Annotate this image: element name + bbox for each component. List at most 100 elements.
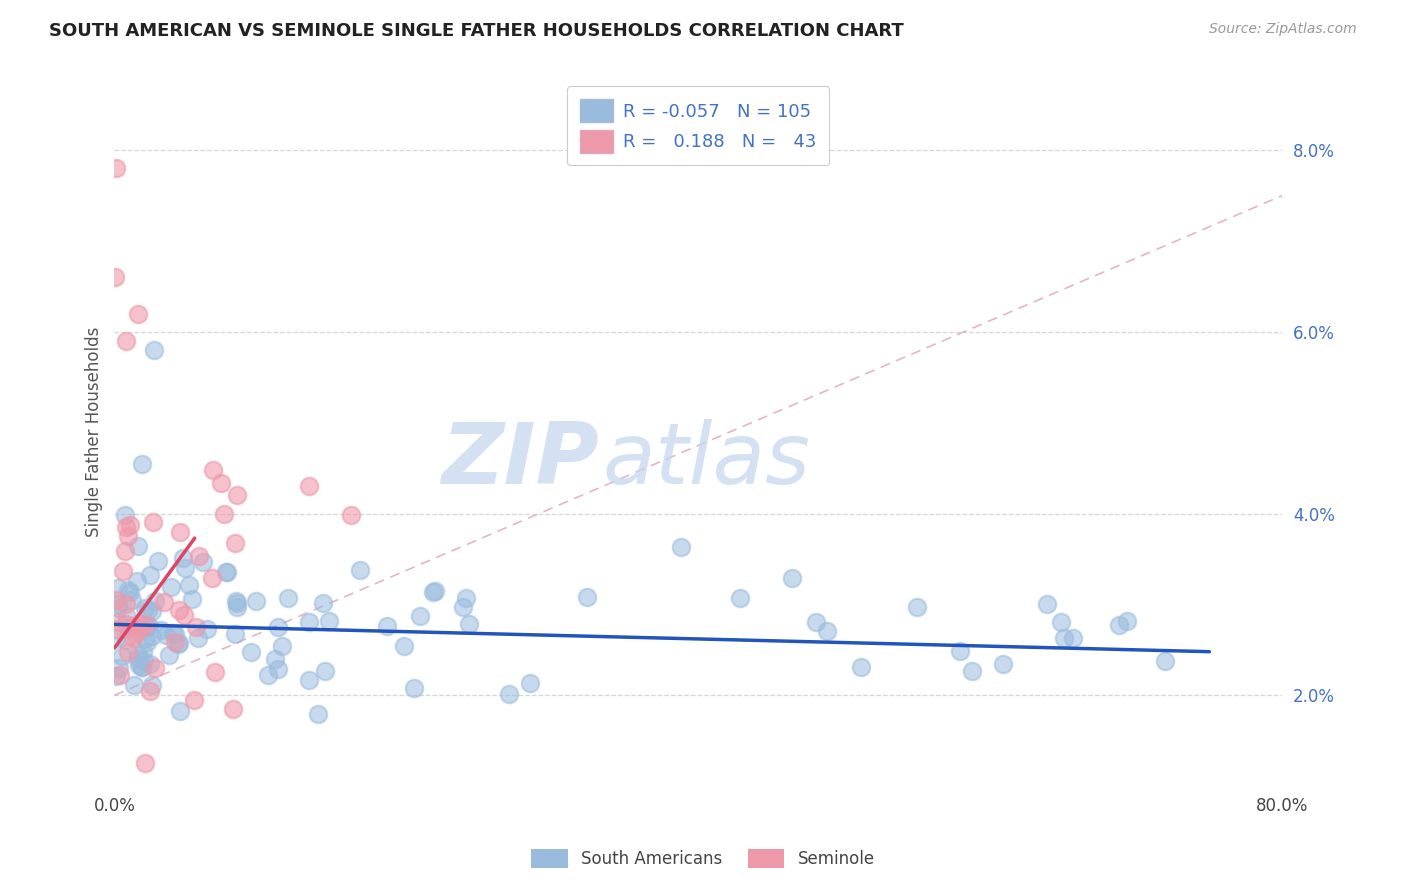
Point [169,705,191,719]
Point [153,595,176,609]
Point [849,660,872,674]
Point [162,626,184,640]
Point [104,669,127,683]
Point [105,622,128,636]
Point [115,633,138,648]
Point [132,645,155,659]
Point [131,659,153,673]
Point [111,648,134,663]
Point [107,581,129,595]
Point [905,599,928,614]
Point [135,635,157,649]
Point [498,687,520,701]
Point [209,475,232,490]
Point [215,566,238,580]
Legend: R = -0.057   N = 105, R =   0.188   N =   43: R = -0.057 N = 105, R = 0.188 N = 43 [568,87,830,165]
Point [224,627,246,641]
Point [217,566,239,580]
Point [256,668,278,682]
Point [139,657,162,672]
Point [271,639,294,653]
Point [191,555,214,569]
Point [458,617,481,632]
Point [127,307,149,321]
Point [167,603,190,617]
Point [143,594,166,608]
Point [142,515,165,529]
Point [453,599,475,614]
Point [105,161,128,176]
Point [166,637,188,651]
Point [165,627,187,641]
Point [226,488,249,502]
Point [139,683,162,698]
Point [139,568,162,582]
Point [186,620,208,634]
Point [240,645,263,659]
Point [141,629,163,643]
Point [245,594,267,608]
Point [117,582,139,597]
Point [115,520,138,534]
Point [108,660,131,674]
Point [226,600,249,615]
Point [221,702,243,716]
Point [375,619,398,633]
Point [212,508,235,522]
Point [141,678,163,692]
Point [671,541,693,555]
Point [1053,631,1076,645]
Point [146,554,169,568]
Point [128,616,150,631]
Text: ZIP: ZIP [441,418,599,501]
Point [160,580,183,594]
Point [225,593,247,607]
Point [815,624,838,639]
Point [117,529,139,543]
Point [118,517,141,532]
Point [169,524,191,539]
Point [157,648,180,663]
Point [318,614,340,628]
Point [575,591,598,605]
Point [173,607,195,622]
Point [409,608,432,623]
Point [298,479,321,493]
Y-axis label: Single Father Households: Single Father Households [86,326,103,537]
Point [115,334,138,348]
Text: Source: ZipAtlas.com: Source: ZipAtlas.com [1209,22,1357,37]
Text: atlas: atlas [603,418,811,501]
Point [165,635,187,649]
Point [422,584,444,599]
Point [142,343,165,357]
Point [226,596,249,610]
Point [266,620,288,634]
Point [1108,618,1130,632]
Point [127,648,149,663]
Point [136,603,159,617]
Point [104,593,127,607]
Legend: South Americans, Seminole: South Americans, Seminole [524,842,882,875]
Point [117,645,139,659]
Point [121,593,143,607]
Point [183,693,205,707]
Point [134,632,156,646]
Point [115,617,138,632]
Point [107,615,129,630]
Point [141,604,163,618]
Point [138,619,160,633]
Point [197,622,219,636]
Point [201,463,224,477]
Point [107,600,129,615]
Point [143,661,166,675]
Point [1154,654,1177,668]
Point [174,561,197,575]
Point [1036,597,1059,611]
Point [135,619,157,633]
Point [991,657,1014,671]
Point [456,591,478,605]
Point [519,676,541,690]
Point [402,681,425,696]
Point [134,600,156,615]
Point [120,620,142,634]
